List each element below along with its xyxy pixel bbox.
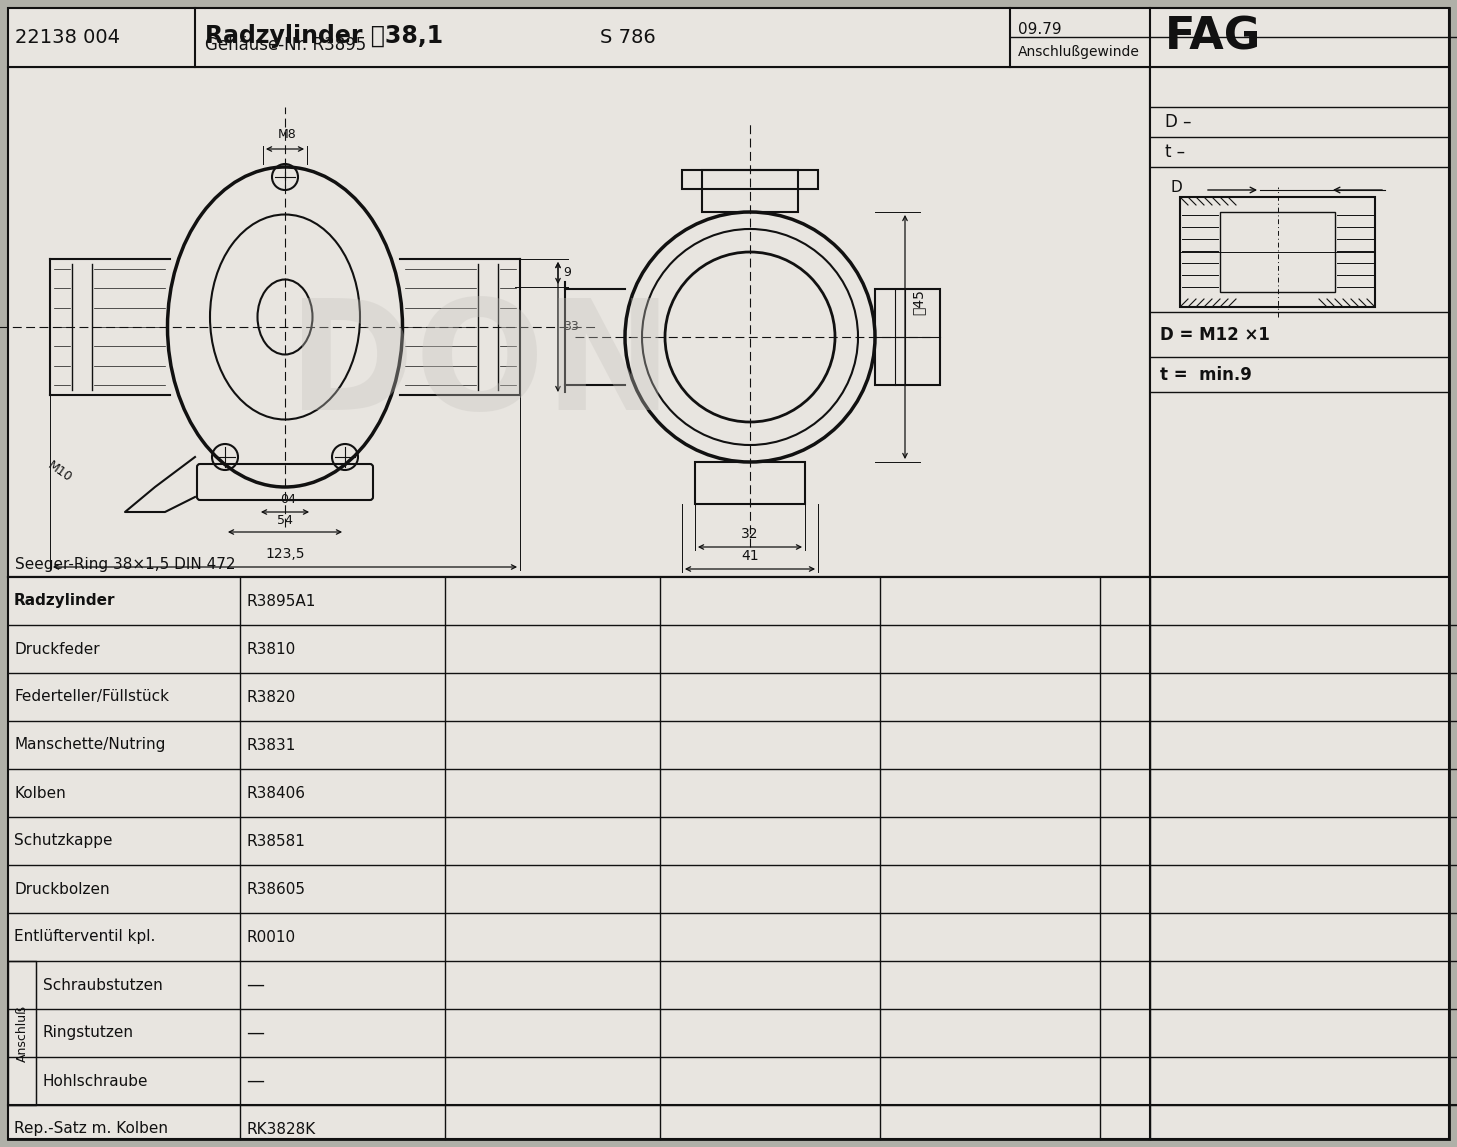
- Text: t –: t –: [1166, 143, 1185, 161]
- Bar: [1150, 67, 1450, 577]
- Text: Druckfeder: Druckfeder: [15, 641, 99, 656]
- Text: Ringstutzen: Ringstutzen: [44, 1025, 134, 1040]
- Text: R3831: R3831: [246, 738, 296, 752]
- Text: t =  min.9: t = min.9: [1160, 366, 1252, 384]
- Text: FAG: FAG: [1166, 16, 1262, 58]
- Text: Entlüfterventil kpl.: Entlüfterventil kpl.: [15, 929, 156, 944]
- Text: —: —: [246, 976, 264, 994]
- Text: Schraubstutzen: Schraubstutzen: [44, 977, 163, 992]
- Text: 9: 9: [562, 266, 571, 280]
- Bar: [1220, 212, 1335, 292]
- Bar: [702, 170, 798, 212]
- Bar: [695, 462, 806, 504]
- Bar: [7, 961, 36, 1105]
- Text: 09.79: 09.79: [1018, 23, 1062, 38]
- Text: RK3828K: RK3828K: [246, 1122, 315, 1137]
- Text: 32: 32: [742, 526, 759, 541]
- Text: Radzylinder ΃38,1: Radzylinder ΃38,1: [205, 24, 443, 48]
- Text: Rep.-Satz m. Kolben: Rep.-Satz m. Kolben: [15, 1122, 168, 1137]
- Bar: [1180, 197, 1375, 307]
- Text: D: D: [1170, 179, 1182, 195]
- Bar: [876, 289, 940, 385]
- Text: 04: 04: [280, 493, 296, 506]
- Text: R3820: R3820: [246, 689, 296, 704]
- Text: Druckbolzen: Druckbolzen: [15, 882, 109, 897]
- Text: DON: DON: [288, 292, 672, 442]
- Text: M10: M10: [45, 459, 74, 485]
- Text: Manschette/Nutring: Manschette/Nutring: [15, 738, 166, 752]
- Bar: [682, 170, 817, 189]
- Text: Hohlschraube: Hohlschraube: [44, 1074, 149, 1089]
- Text: Federteller/Füllstück: Federteller/Füllstück: [15, 689, 169, 704]
- Text: Schutzkappe: Schutzkappe: [15, 834, 112, 849]
- Text: R3895A1: R3895A1: [246, 593, 315, 609]
- Text: R38581: R38581: [246, 834, 305, 849]
- Text: 22138 004: 22138 004: [15, 28, 119, 47]
- Bar: [7, 8, 1450, 67]
- Text: 123,5: 123,5: [265, 547, 305, 561]
- Text: D –: D –: [1166, 114, 1192, 131]
- Text: —: —: [246, 1024, 264, 1041]
- Bar: [7, 67, 1150, 577]
- Bar: [1166, 177, 1394, 307]
- Text: R38406: R38406: [246, 786, 305, 801]
- Text: S 786: S 786: [600, 28, 656, 47]
- Text: R0010: R0010: [246, 929, 296, 944]
- Text: Kolben: Kolben: [15, 786, 66, 801]
- Text: D = M12 ×1: D = M12 ×1: [1160, 326, 1271, 344]
- Text: Gehäuse-Nr. R3895: Gehäuse-Nr. R3895: [205, 36, 366, 54]
- Text: Radzylinder: Radzylinder: [15, 593, 115, 609]
- Text: R3810: R3810: [246, 641, 296, 656]
- Bar: [7, 577, 1450, 1139]
- Text: 41: 41: [742, 549, 759, 563]
- Text: 54: 54: [277, 514, 293, 526]
- Text: Anschluß: Anschluß: [16, 1005, 29, 1061]
- Text: Seeger-Ring 38×1,5 DIN 472: Seeger-Ring 38×1,5 DIN 472: [15, 557, 236, 572]
- Text: —: —: [246, 1072, 264, 1090]
- Text: Anschlußgewinde: Anschlußgewinde: [1018, 45, 1139, 58]
- Text: R38605: R38605: [246, 882, 305, 897]
- Text: ΃45: ΃45: [911, 289, 925, 315]
- Text: M8: M8: [278, 128, 296, 141]
- Text: 33: 33: [562, 320, 578, 334]
